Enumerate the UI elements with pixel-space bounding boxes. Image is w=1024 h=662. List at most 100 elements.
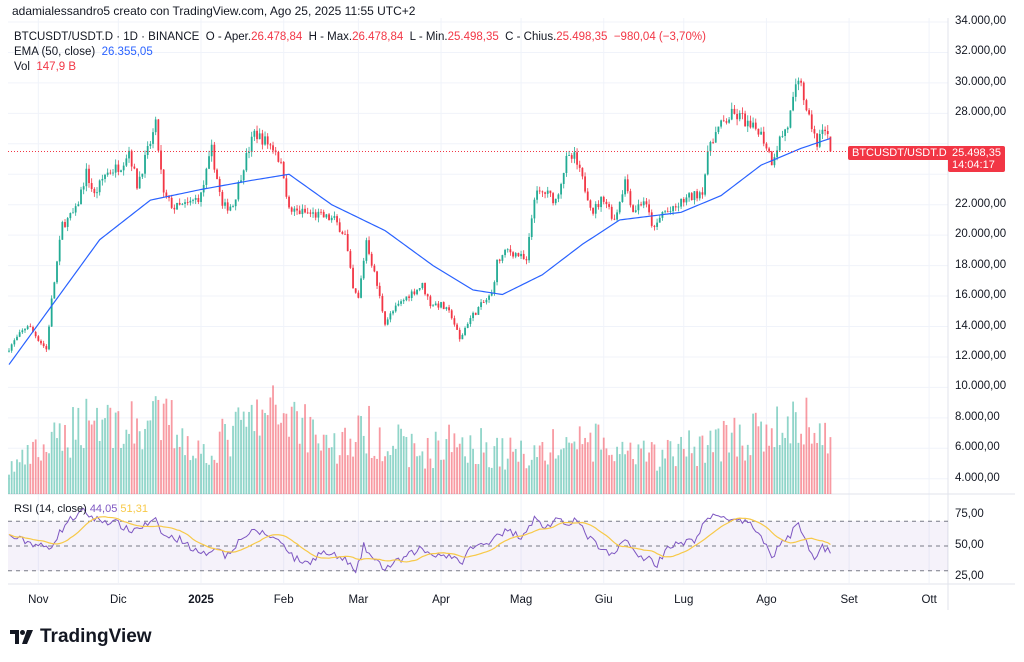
volume-bar <box>360 416 362 494</box>
volume-bar <box>829 437 832 494</box>
volume-bar <box>149 420 152 494</box>
candle-body <box>613 218 616 220</box>
candle-body <box>528 236 530 261</box>
volume-bar <box>53 422 56 494</box>
volume-bar <box>725 424 728 494</box>
volume-bar <box>554 458 557 494</box>
volume-bar <box>624 454 626 494</box>
volume-bar <box>82 448 85 494</box>
volume-bar <box>560 449 562 494</box>
volume-bar <box>221 418 224 494</box>
vol-label: Vol <box>14 61 30 73</box>
candle-body <box>658 217 661 223</box>
volume-bar <box>757 426 760 494</box>
volume-bar <box>717 428 720 494</box>
volume-bar <box>392 445 394 494</box>
price-axis-label: 8.000,00 <box>955 410 1000 423</box>
volume-bar <box>690 453 693 494</box>
volume-bar <box>472 448 474 494</box>
candle-body <box>165 192 168 197</box>
candle-body <box>16 336 18 341</box>
candle-body <box>194 197 197 200</box>
volume-bar <box>368 405 370 494</box>
volume-bar <box>176 434 178 494</box>
price-axis-label: 20.000,00 <box>955 228 1007 241</box>
volume-bar <box>696 465 698 494</box>
close-value: 25.498,35 <box>556 31 608 43</box>
volume-bar <box>530 459 533 494</box>
rsi-legend[interactable]: RSI (14, close) 44,05 51,31 <box>14 503 148 515</box>
candle-body <box>632 205 634 212</box>
candle-body <box>424 282 426 295</box>
candle-body <box>344 233 346 235</box>
volume-bar <box>677 443 680 494</box>
volume-bar <box>226 439 229 494</box>
volume-bar <box>352 456 354 494</box>
volume-bar <box>712 452 714 494</box>
symbol-label[interactable]: BTCUSDT/USDT.D · 1D · BINANCE <box>14 31 200 43</box>
volume-bar <box>280 422 282 494</box>
volume-bar <box>277 424 280 494</box>
candle-body <box>496 259 498 283</box>
volume-bar <box>445 439 448 494</box>
candle-body <box>120 170 122 172</box>
candle-body <box>250 136 253 153</box>
ema-legend[interactable]: EMA (50, close) 26.355,05 <box>14 46 153 58</box>
volume-bar <box>421 451 424 494</box>
volume-legend[interactable]: Vol 147,9 B <box>14 61 76 73</box>
volume-bar <box>450 452 453 494</box>
candle-body <box>37 336 40 341</box>
candle-body <box>24 329 26 331</box>
rsi-line <box>8 507 831 574</box>
volume-bar <box>658 466 661 494</box>
volume-bar <box>269 397 272 494</box>
volume-bar <box>704 462 706 494</box>
volume-bar <box>552 429 554 494</box>
candle-body <box>760 131 762 135</box>
candle-body <box>517 253 520 257</box>
candle-body <box>776 150 778 158</box>
candle-body <box>688 193 690 198</box>
high-value: 26.478,84 <box>352 31 404 43</box>
candle-body <box>704 174 706 195</box>
candle-body <box>781 135 784 137</box>
candle-body <box>56 261 58 283</box>
volume-bar <box>250 404 253 494</box>
candle-body <box>130 150 133 167</box>
candle-body <box>410 291 413 298</box>
volume-bar <box>618 454 621 494</box>
volume-bar <box>458 443 461 494</box>
volume-bar <box>610 454 613 494</box>
candle-body <box>240 180 242 183</box>
time-axis-label: Dic <box>110 594 127 606</box>
low-label: L - Min. <box>409 31 448 43</box>
volume-bar <box>813 432 816 494</box>
volume-bar <box>290 406 293 494</box>
volume-bar <box>493 446 496 494</box>
volume-bar <box>432 468 434 494</box>
volume-bar <box>754 412 757 494</box>
candle-body <box>592 207 594 214</box>
candle-body <box>786 127 789 130</box>
candle-body <box>808 110 810 115</box>
candle-body <box>650 212 653 226</box>
candle-body <box>800 80 802 83</box>
volume-bar <box>664 458 666 494</box>
volume-bar <box>512 451 514 494</box>
rsi-band-background <box>8 521 948 571</box>
volume-bar <box>152 401 154 494</box>
candle-body <box>778 136 781 151</box>
candle-body <box>245 153 248 171</box>
candle-body <box>784 129 786 136</box>
volume-bar <box>242 411 245 494</box>
volume-bar <box>24 464 26 494</box>
volume-bar <box>653 444 656 494</box>
volume-bar <box>130 401 133 494</box>
volume-bar <box>330 447 333 494</box>
volume-bar <box>370 457 373 494</box>
volume-bar <box>114 412 117 494</box>
volume-bar <box>469 435 472 494</box>
candle-body <box>365 240 368 261</box>
time-axis-label: Apr <box>432 594 450 606</box>
